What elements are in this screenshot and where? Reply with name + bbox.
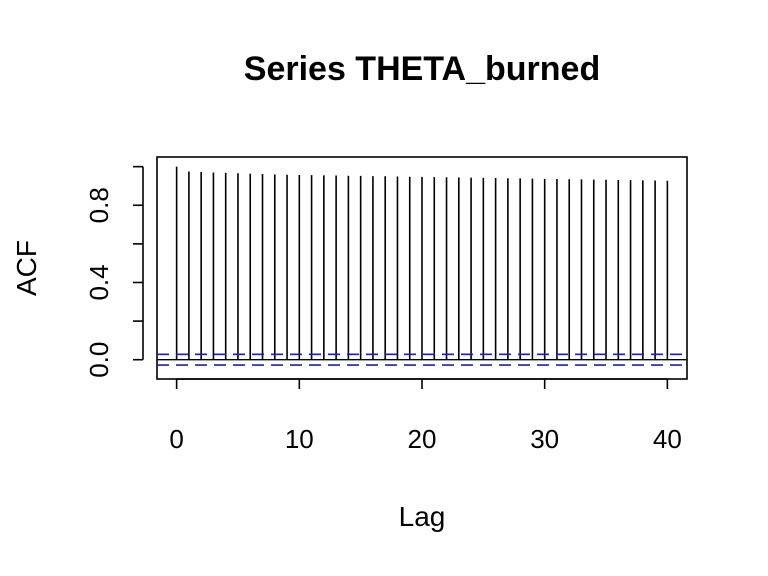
chart-title: Series THETA_burned — [244, 50, 600, 88]
y-tick-label: 0.8 — [84, 187, 114, 223]
y-tick-label: 0.0 — [84, 342, 114, 378]
y-axis-title: ACF — [11, 240, 42, 296]
x-axis-title: Lag — [399, 501, 446, 532]
x-tick-label: 0 — [169, 424, 183, 454]
x-tick-label: 30 — [530, 424, 559, 454]
x-tick-label: 40 — [653, 424, 682, 454]
confidence-bounds — [157, 353, 687, 366]
y-tick-label: 0.4 — [84, 264, 114, 300]
x-tick-label: 10 — [285, 424, 314, 454]
x-axis: 0 10 20 30 40 — [169, 378, 682, 454]
y-axis: 0.0 0.4 0.8 — [84, 165, 144, 378]
x-tick-label: 20 — [408, 424, 437, 454]
acf-bars — [175, 166, 669, 360]
